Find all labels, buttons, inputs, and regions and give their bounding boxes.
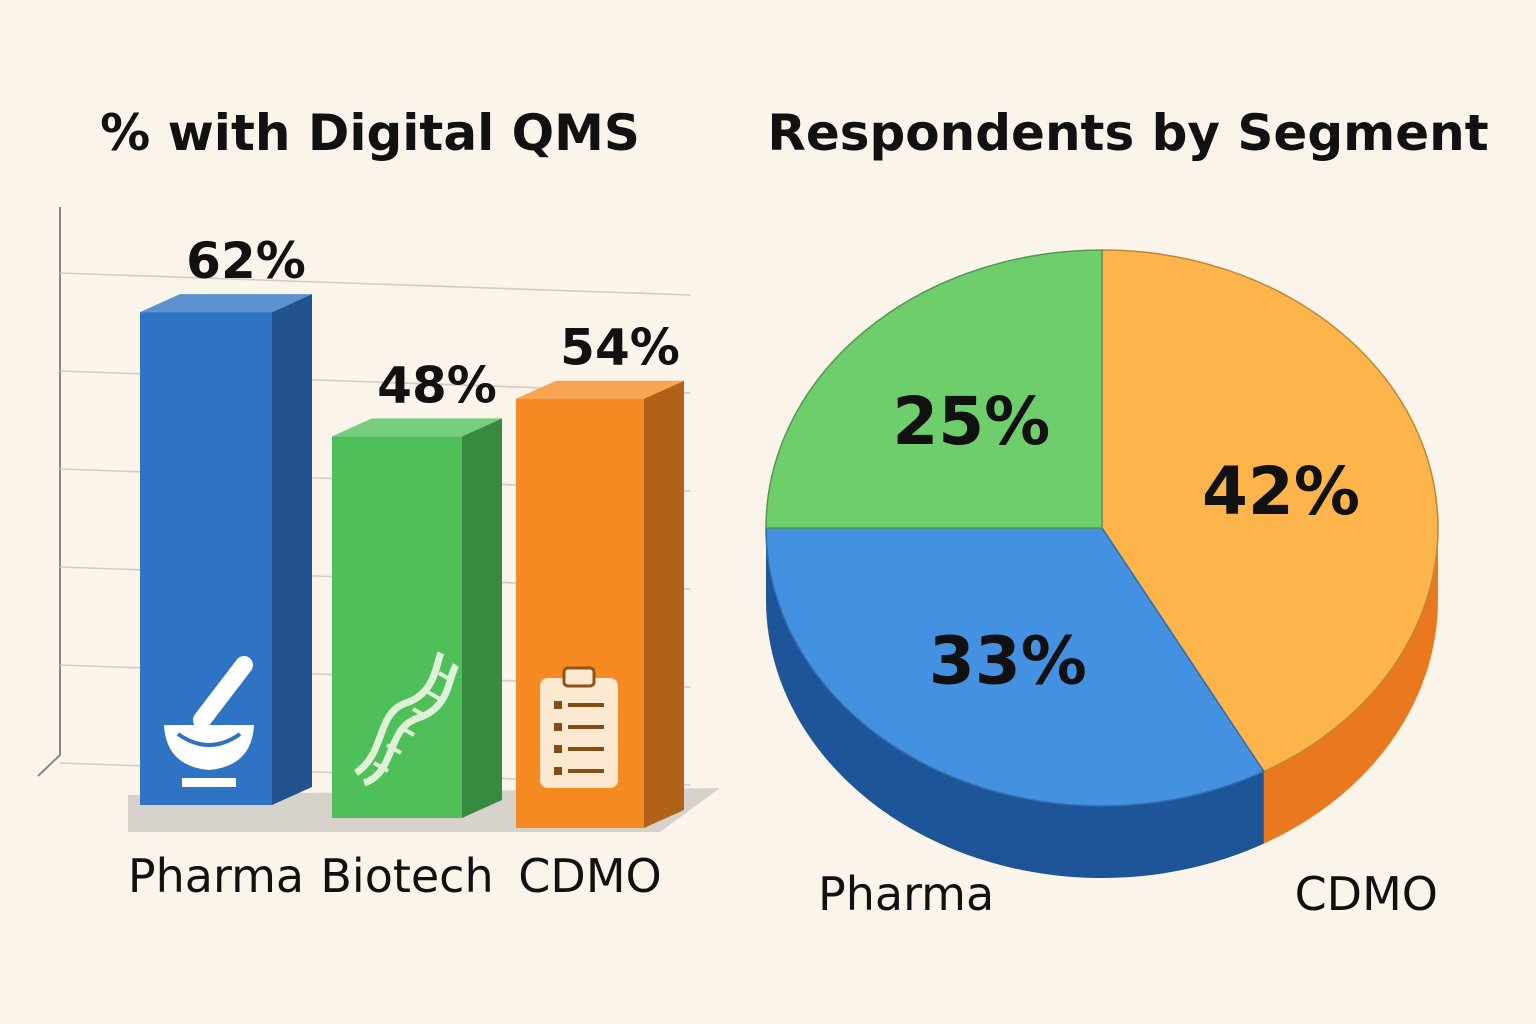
bar-chart-marks: 62% Pharma 48% Biotech 54% CDMO [128,232,684,903]
axis-corner-line [37,754,61,777]
pie-chart: Respondents by Segment 42%33%25% Pharma … [765,104,1489,921]
bar-side-face [644,380,684,828]
bar-value-label: 48% [377,356,497,414]
bar-chart: % with Digital QMS 62% Pharma 48% Biotech 54… [37,104,720,903]
pie-slice-pharma [765,527,1265,807]
pie-chart-title: Respondents by Segment [767,104,1488,162]
bar-biotech: 48% [332,356,502,818]
bar-cdmo: 54% [516,319,684,828]
clipboard-bullet [554,701,562,709]
pie-legend-label-cdmo: CDMO [1295,867,1438,921]
mortar-pestle-icon [164,656,254,787]
dna-rung [438,671,454,683]
bar-top-face [140,294,312,313]
dna-strand [353,651,445,776]
clipboard-bullet [554,745,562,753]
pie-value-label: 33% [929,623,1087,700]
bar-pharma: 62% [140,232,312,805]
pie-value-label: 42% [1202,453,1360,530]
pie-legend-label-pharma: Pharma [818,867,994,921]
mortar-shape [164,725,254,770]
bar-category-label: Pharma [128,849,304,903]
clipboard-clip [562,666,596,688]
dna-rung [373,761,389,773]
dna-rung [425,689,441,701]
pie-slice-cdmo [1101,249,1439,773]
pie-value-label: 25% [892,383,1050,460]
clipboard-bullet [554,767,562,775]
clipboard-bullet [554,723,562,731]
pie-side-cdmo [1263,528,1438,844]
dna-rung [412,707,428,719]
bar-front-face [332,436,462,818]
bar-value-label: 54% [560,319,680,377]
bar-side-face [272,294,312,805]
pie-slice-segment [765,249,1103,529]
clipboard-icon [540,666,618,788]
dna-rung [399,725,415,737]
pie-side-pharma [766,528,1264,879]
bar-top-face [516,380,684,399]
gridline [59,272,691,296]
pie-chart-marks: 42% 33% 25% [765,249,1439,879]
bar-top-face [332,418,502,437]
mortar-base [182,778,236,787]
bar-chart-title: % with Digital QMS [100,104,640,162]
bar-value-label: 62% [186,232,306,290]
bar-category-label: CDMO [518,849,661,903]
pestle-shape [193,656,253,729]
dna-rung [386,743,402,755]
bar-side-face [462,418,502,818]
bar-category-label: Biotech [320,849,493,903]
dna-icon [353,651,460,787]
mortar-inner [176,732,242,747]
